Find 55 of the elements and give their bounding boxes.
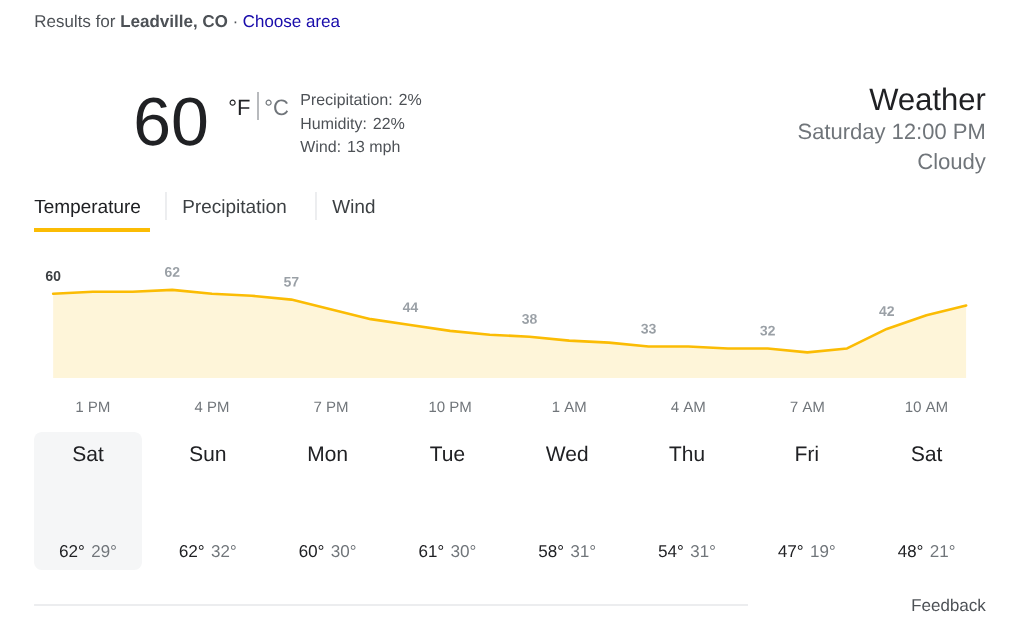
chart-subtitle: Saturday 12:00 PM (798, 123, 984, 144)
text: Sat (73, 446, 104, 462)
text: Sun (190, 446, 226, 462)
text: 19° (811, 545, 835, 558)
chart-title: Weather (869, 87, 986, 111)
text: °F (229, 99, 250, 115)
text: 47° (778, 545, 803, 557)
data-label: 44 (402, 302, 419, 313)
text: Sat (911, 446, 943, 462)
data-label: 33 (641, 323, 656, 334)
text: °C (265, 99, 289, 116)
text: Fri (796, 445, 818, 461)
data-label: 42 (879, 306, 894, 316)
x-tick-label: 1 AM (552, 401, 586, 412)
x-tick-label: 10 PM (429, 401, 471, 413)
text: 30° (451, 545, 476, 558)
x-tick-label: 4 AM (671, 401, 705, 412)
text: 30° (331, 545, 356, 558)
text: Wind (332, 199, 375, 214)
data-label: 38 (522, 313, 537, 324)
x-tick-label: 7 PM (314, 401, 348, 412)
text: Results for Leadville, CO · (35, 14, 237, 30)
text: 21° (930, 545, 955, 557)
text: 48° (898, 545, 923, 558)
text: Temperature (34, 199, 141, 217)
text: Thu (669, 445, 704, 462)
text: Precipitation: 2% (301, 93, 422, 109)
text: 29° (92, 545, 116, 558)
text: 60 (136, 97, 207, 146)
x-tick-label: 1 PM (76, 401, 110, 412)
x-tick-label: 7 AM (790, 401, 824, 412)
text: 32° (211, 545, 236, 558)
data-label: 57 (283, 276, 299, 287)
data-label: 62 (164, 267, 180, 277)
x-tick-label: 4 PM (194, 401, 229, 412)
text: Wed (545, 445, 588, 462)
text: Wind: 13 mph (300, 140, 400, 156)
data-label: 60 (45, 270, 61, 281)
text: 31° (571, 545, 596, 558)
data-label: 32 (760, 325, 775, 336)
x-tick-label: 10 AM (905, 401, 947, 413)
text: 54° (658, 545, 683, 558)
text: Tue (430, 446, 465, 462)
text: 58° (538, 545, 563, 558)
text: 61° (419, 545, 444, 558)
text: 60° (299, 545, 324, 558)
text: Feedback (912, 598, 986, 612)
text: Mon (308, 446, 347, 462)
text: 31° (690, 545, 715, 558)
text: Cloudy (918, 153, 986, 174)
text: Precipitation (183, 199, 286, 217)
text: Choose area (243, 14, 340, 28)
text: 62° (179, 545, 204, 558)
text: Humidity: 22% (301, 117, 405, 133)
text: 62° (59, 545, 84, 558)
